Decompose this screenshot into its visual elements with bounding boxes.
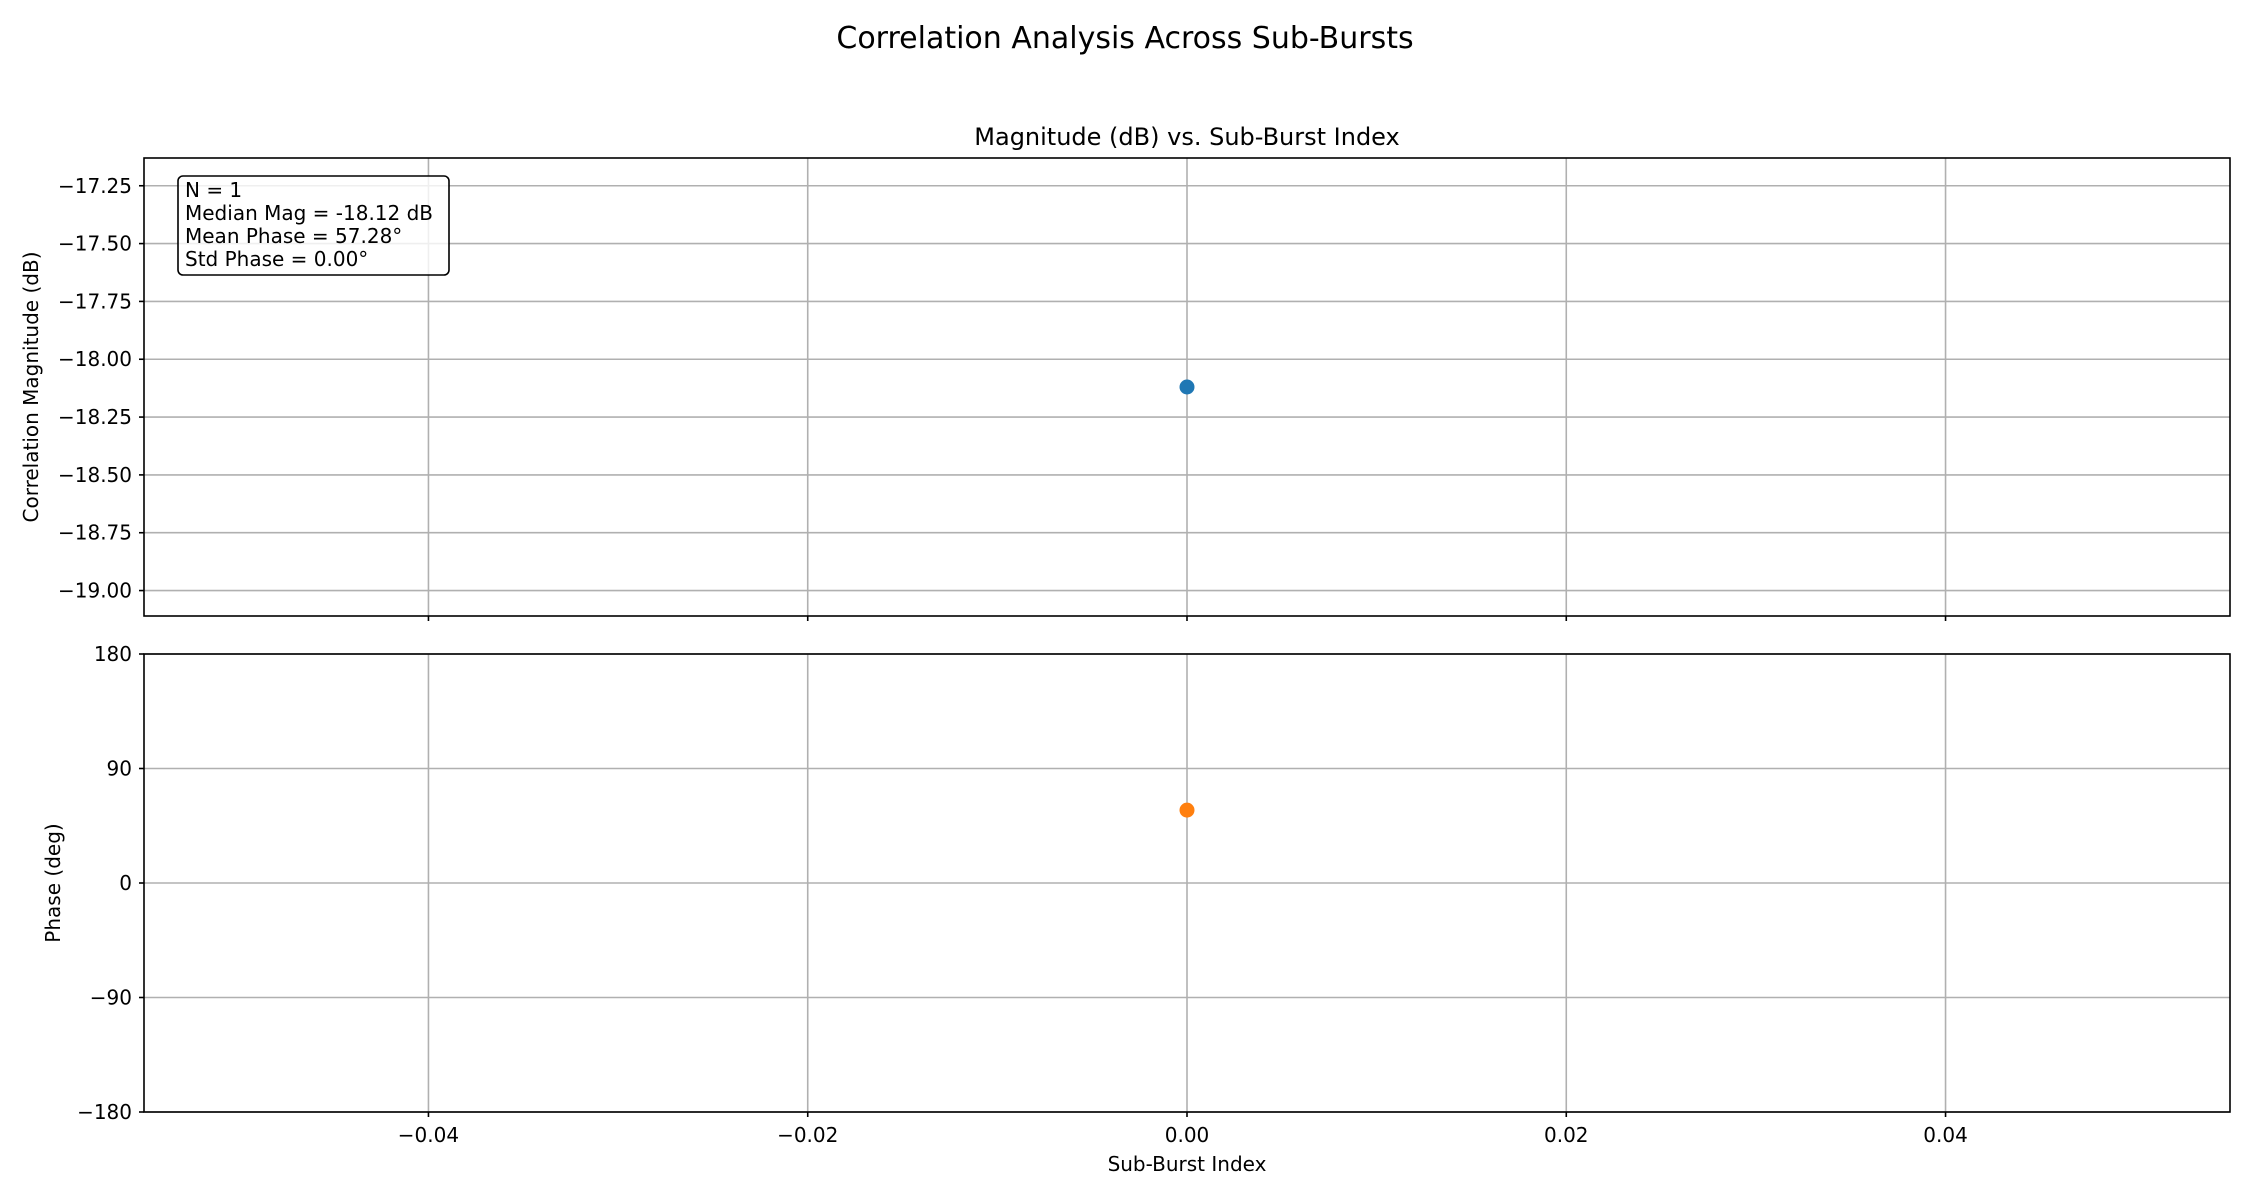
stats-line-count: N = 1 <box>185 178 242 202</box>
stats-line-mean-phase: Mean Phase = 57.28° <box>185 224 402 248</box>
phase-points <box>1179 802 1195 818</box>
magnitude-y-tick-label: −17.75 <box>58 289 132 313</box>
magnitude-y-tick-label: −17.50 <box>58 232 132 256</box>
phase-ticks <box>139 653 1947 1117</box>
magnitude-axes-frame <box>143 157 2231 617</box>
magnitude-y-tick-label: −18.50 <box>58 463 132 487</box>
phase-x-tick-label: 0.02 <box>1544 1123 1589 1147</box>
magnitude-y-axis-label: Correlation Magnitude (dB) <box>19 252 43 523</box>
phase-y-tick-label: 90 <box>107 757 132 781</box>
phase-x-axis-label: Sub-Burst Index <box>1108 1152 1267 1176</box>
phase-x-tick-label: −0.02 <box>777 1123 838 1147</box>
stats-annotation-frame <box>177 175 450 276</box>
magnitude-y-tick-label: −18.75 <box>58 521 132 545</box>
magnitude-y-tick-label: −17.25 <box>58 174 132 198</box>
magnitude-data-point <box>1179 379 1195 395</box>
phase-data-point <box>1179 802 1195 818</box>
magnitude-y-tick-label: −18.00 <box>58 347 132 371</box>
magnitude-y-tick-label: −19.00 <box>58 579 132 603</box>
phase-x-tick-label: 0.00 <box>1165 1123 1210 1147</box>
stats-annotation-box: N = 1 Median Mag = -18.12 dB Mean Phase … <box>177 175 450 276</box>
stats-line-median-mag: Median Mag = -18.12 dB <box>185 201 433 225</box>
magnitude-tick-labels: −17.25 −17.50 −17.75 −18.00 −18.25 −18.50 −18.… <box>58 174 132 603</box>
phase-x-tick-label: −0.04 <box>398 1123 459 1147</box>
magnitude-axes-title: Magnitude (dB) vs. Sub-Burst Index <box>974 123 1399 151</box>
magnitude-ticks <box>139 184 1947 621</box>
magnitude-y-tick-label: −18.25 <box>58 405 132 429</box>
phase-axes-frame <box>143 653 2231 1113</box>
magnitude-axes: Magnitude (dB) vs. Sub-Burst Index −17.2… <box>19 123 2231 621</box>
phase-y-tick-label: 0 <box>119 871 132 895</box>
phase-tick-labels: −0.04 −0.02 0.00 0.02 0.04 180 90 0 −90 −180 <box>77 642 1968 1147</box>
stats-line-std-phase: Std Phase = 0.00° <box>185 247 368 271</box>
magnitude-points <box>1179 379 1195 395</box>
phase-y-axis-label: Phase (deg) <box>41 823 65 942</box>
phase-axes: −0.04 −0.02 0.00 0.02 0.04 180 90 0 −90 −180 Phas… <box>41 642 2231 1176</box>
phase-y-tick-label: −90 <box>90 986 132 1010</box>
phase-x-tick-label: 0.04 <box>1923 1123 1968 1147</box>
phase-y-tick-label: 180 <box>94 642 132 666</box>
magnitude-gridlines <box>144 158 2230 616</box>
figure-title: Correlation Analysis Across Sub-Bursts <box>836 21 1413 56</box>
phase-y-tick-label: −180 <box>77 1100 132 1124</box>
